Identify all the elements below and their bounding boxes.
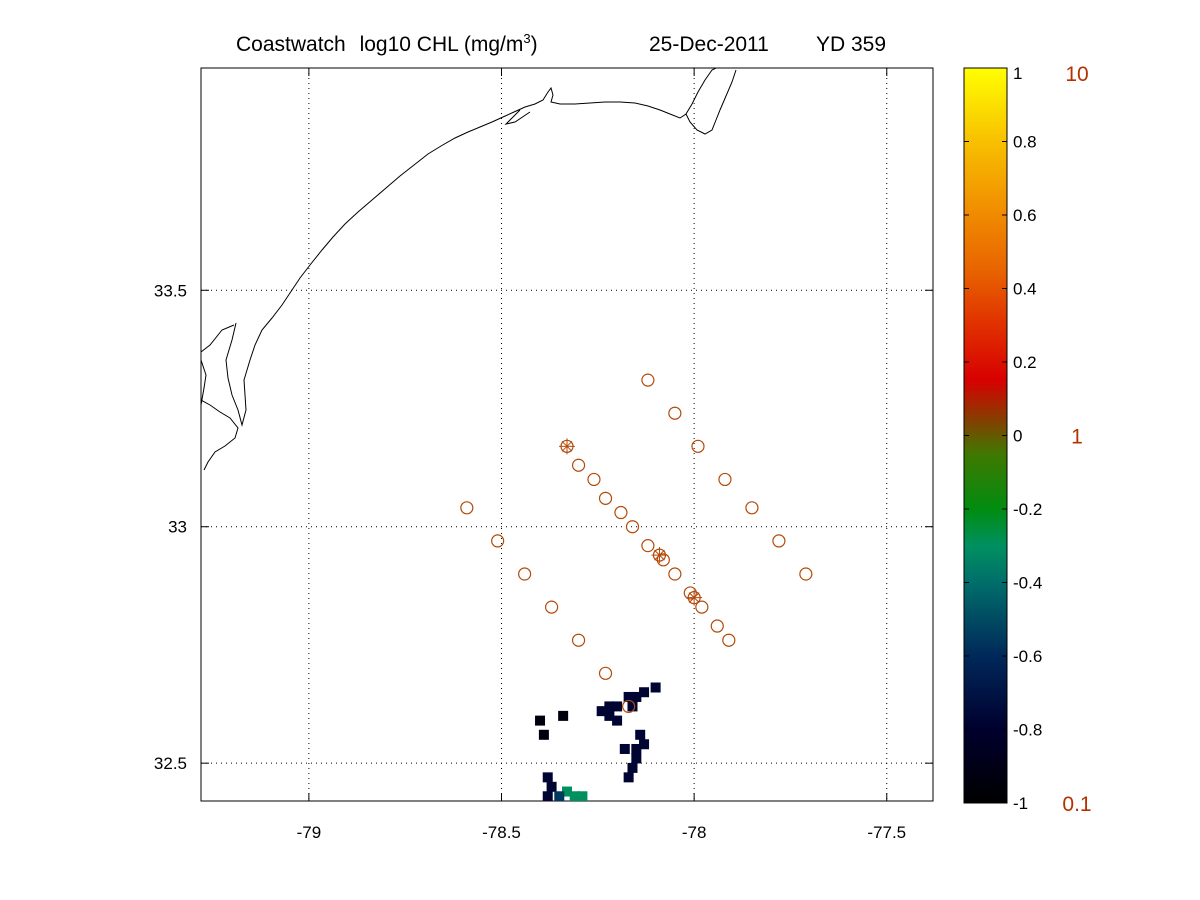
colorbar-tick-label: 0.8 bbox=[1013, 133, 1037, 152]
chl-pixel bbox=[535, 715, 546, 726]
y-tick-label: 33 bbox=[168, 518, 187, 537]
chl-pixel bbox=[631, 691, 642, 702]
chl-pixel bbox=[623, 691, 634, 702]
station-marker bbox=[544, 600, 559, 614]
station-marker bbox=[656, 553, 670, 567]
station-marker bbox=[722, 633, 736, 647]
chl-pixel bbox=[569, 791, 580, 801]
station-marker bbox=[772, 534, 786, 548]
colorbar-concentration-label: 0.1 bbox=[1062, 793, 1091, 816]
grid-lines bbox=[201, 68, 933, 801]
colorbar-tick-label: 0.4 bbox=[1013, 280, 1037, 299]
station-marker bbox=[571, 633, 586, 647]
station-marker bbox=[598, 666, 613, 680]
chl-pixel bbox=[542, 791, 553, 801]
chl-pixel bbox=[562, 786, 572, 797]
station-marker bbox=[745, 501, 759, 515]
title-date: 25-Dec-2011 bbox=[649, 33, 769, 56]
x-tick-label: -77.5 bbox=[867, 823, 906, 842]
chl-pixel bbox=[650, 682, 661, 693]
station-cross-d2 bbox=[561, 440, 573, 452]
chart-title: Coastwatch log10 CHL (mg/m3) bbox=[236, 31, 538, 56]
chl-pixel bbox=[627, 762, 638, 773]
station-marker bbox=[799, 567, 813, 581]
station-marker bbox=[587, 472, 601, 487]
colorbar-tick-label: 0.2 bbox=[1013, 353, 1037, 372]
x-tick-label: -78.5 bbox=[482, 823, 521, 842]
colorbar-tick-label: 0 bbox=[1013, 427, 1022, 446]
station-marker bbox=[668, 406, 682, 420]
y-tick-label: 33.5 bbox=[154, 281, 187, 300]
colorbar-tick-label: -0.6 bbox=[1013, 647, 1042, 666]
colorbar-concentration-labels: 10 1 0.1 bbox=[1062, 63, 1091, 816]
station-marker bbox=[691, 439, 705, 453]
chl-pixel bbox=[577, 791, 588, 801]
title-yearday: YD 359 bbox=[816, 33, 886, 56]
station-marker bbox=[683, 586, 697, 600]
colorbar-tick-label: -0.4 bbox=[1013, 574, 1042, 593]
chl-pixel bbox=[604, 701, 615, 712]
station-marker bbox=[622, 699, 636, 714]
colorbar-concentration-label: 10 bbox=[1065, 63, 1088, 86]
station-marker bbox=[571, 458, 586, 472]
chl-pixel bbox=[612, 701, 623, 712]
chl-pixel bbox=[612, 715, 623, 726]
station-marker bbox=[641, 373, 655, 387]
chl-pixel bbox=[596, 706, 607, 717]
station-marker bbox=[518, 567, 532, 581]
station-marker bbox=[614, 505, 628, 520]
chl-pixel bbox=[538, 729, 549, 740]
chl-pixels bbox=[535, 682, 661, 801]
station-cross-d2 bbox=[688, 592, 700, 604]
chl-pixel bbox=[546, 781, 557, 792]
chl-pixel bbox=[604, 710, 615, 721]
station-marker bbox=[491, 534, 505, 548]
station-marker bbox=[598, 491, 613, 505]
station-marker bbox=[460, 501, 474, 515]
chl-pixel bbox=[627, 701, 638, 712]
x-tick-label: -78 bbox=[682, 823, 707, 842]
colorbar bbox=[963, 67, 1008, 804]
y-tick-labels: 32.5 33 33.5 bbox=[154, 281, 187, 773]
map-axes bbox=[200, 67, 934, 802]
chl-pixel bbox=[623, 772, 634, 783]
x-tick-labels: -79 -78.5 -78 -77.5 bbox=[297, 823, 907, 842]
title-close: ) bbox=[531, 33, 538, 56]
station-marker bbox=[641, 539, 655, 553]
station-markers bbox=[460, 373, 813, 714]
station-marker bbox=[718, 472, 732, 487]
chl-pixel bbox=[542, 772, 553, 783]
x-tick-label: -79 bbox=[297, 823, 322, 842]
chl-pixel bbox=[619, 743, 630, 754]
colorbar-tick-label: 0.6 bbox=[1013, 206, 1037, 225]
chl-pixel bbox=[558, 710, 569, 721]
station-marker bbox=[710, 619, 724, 633]
station-marker bbox=[695, 600, 709, 614]
chl-pixel bbox=[554, 791, 565, 801]
colorbar-tick-label: -1 bbox=[1013, 794, 1028, 813]
colorbar-tick-label: 1 bbox=[1013, 64, 1022, 83]
title-superscript: 3 bbox=[523, 31, 530, 46]
colorbar-tick-label: -0.2 bbox=[1013, 500, 1042, 519]
colorbar-ticks: 1 0.8 0.6 0.4 0.2 0 -0.2 -0.4 -0.6 -0.8 -1 bbox=[964, 64, 1042, 813]
chl-pixel bbox=[631, 753, 642, 764]
y-tick-label: 32.5 bbox=[154, 754, 187, 773]
title-field: log10 CHL (mg/m bbox=[360, 33, 524, 56]
chl-pixel bbox=[639, 739, 650, 750]
coastline bbox=[201, 68, 737, 471]
colorbar-tick-label: -0.8 bbox=[1013, 721, 1042, 740]
title-product: Coastwatch bbox=[236, 33, 346, 56]
chl-pixel bbox=[639, 687, 650, 698]
station-marker bbox=[625, 520, 640, 534]
chl-pixel bbox=[635, 729, 646, 740]
chl-pixel bbox=[631, 743, 642, 754]
colorbar-concentration-label: 1 bbox=[1071, 426, 1083, 449]
station-marker bbox=[668, 567, 682, 581]
